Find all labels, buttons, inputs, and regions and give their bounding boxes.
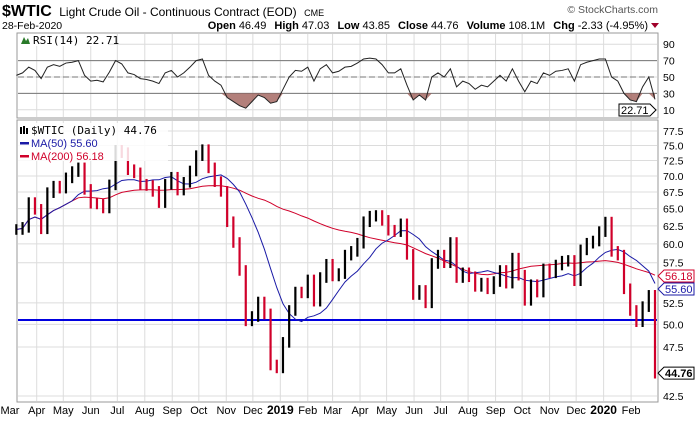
ma200-tag-box (657, 269, 695, 283)
ma50-legend: MA(50) 55.60 (31, 138, 98, 150)
x-tick-label: 2019 (267, 403, 294, 417)
x-tick-label: Apr (351, 405, 368, 417)
price-tick-label: 42.5 (663, 391, 684, 403)
x-tick-label: May (53, 405, 74, 417)
price-tick-label: 75.0 (663, 141, 684, 153)
x-tick-label: Sep (162, 405, 182, 417)
price-legend-bg (18, 123, 168, 161)
ma200-swatch (20, 155, 29, 158)
x-tick-label: Jun (82, 405, 100, 417)
x-tick-label: Sep (486, 405, 506, 417)
x-tick-label: Feb (622, 405, 641, 417)
chart-date: 28-Feb-2020 (2, 20, 62, 32)
ma200-line (16, 185, 656, 276)
down-arrow-icon (651, 23, 659, 28)
price-tick-label: 57.5 (663, 258, 684, 270)
ma200-legend: MA(200) 56.18 (31, 151, 104, 163)
chart-title: $WTIC Light Crude Oil - Continuous Contr… (2, 3, 324, 20)
bar-chart-icon (20, 126, 28, 134)
price-tick-label: 47.5 (663, 342, 684, 354)
gridlines (18, 34, 657, 401)
x-tick-label: Oct (514, 405, 531, 417)
ohlc-summary: Open 46.49 High 47.03 Low 43.85 Close 44.76 … (208, 20, 648, 32)
price-tick-label: 72.5 (663, 155, 684, 167)
rsi-tick-label: 30 (663, 88, 675, 100)
rsi-tag: 22.71 (621, 105, 649, 117)
x-tick-label: Mar (1, 405, 20, 417)
rsi-legend-bg (18, 34, 108, 46)
x-tick-label: Mar (323, 405, 342, 417)
rsi-tag-box (618, 103, 657, 117)
price-tick-label: 52.5 (663, 298, 684, 310)
x-tick-label: Feb (298, 405, 317, 417)
price-series (15, 144, 657, 379)
rsi-tick-label: 50 (663, 72, 675, 84)
ma200-tag: 56.18 (665, 271, 693, 283)
x-tick-label: May (376, 405, 397, 417)
x-tick-label: Aug (458, 405, 478, 417)
last-price-tag-box (657, 366, 695, 380)
rsi-line (16, 57, 656, 109)
rsi-oversold-fill (16, 93, 656, 109)
last-price-tag: 44.76 (665, 368, 693, 380)
price-tick-label: 60.0 (663, 239, 684, 251)
ma50-tag: 55.60 (665, 284, 693, 296)
rsi-icon (21, 37, 30, 44)
x-tick-label: Nov (540, 405, 560, 417)
price-tick-label: 50.0 (663, 319, 684, 331)
ma50-swatch (20, 142, 29, 145)
copyright: © StockCharts.com (567, 4, 658, 16)
rsi-series (16, 57, 657, 109)
x-tick-label: Jun (405, 405, 423, 417)
x-tick-label: Jul (434, 405, 448, 417)
rsi-tick-label: 10 (663, 105, 675, 117)
x-tick-label: 2020 (590, 403, 617, 417)
x-tick-label: Dec (243, 405, 263, 417)
price-legend: $WTIC (Daily) 44.76 (31, 124, 157, 137)
price-tick-label: 67.5 (663, 187, 684, 199)
rsi-legend: RSI(14) 22.71 (33, 34, 119, 47)
ma50-tag-box (657, 282, 695, 296)
x-tick-label: Oct (190, 405, 207, 417)
x-tick-label: Jul (110, 405, 124, 417)
x-tick-label: Dec (566, 405, 586, 417)
ma50-line (16, 174, 656, 323)
price-tick-label: 65.0 (663, 204, 684, 216)
x-tick-label: Aug (135, 405, 155, 417)
axes: Mar Apr May Jun Jul Aug Sep Oct Nov Dec 2019 Feb Mar… (1, 39, 695, 417)
price-panel (16, 119, 659, 403)
x-tick-label: Nov (216, 405, 236, 417)
rsi-tick-label: 70 (663, 56, 675, 68)
rsi-tick-label: 90 (663, 39, 675, 51)
x-tick-label: Apr (28, 405, 45, 417)
price-tick-label: 70.0 (663, 171, 684, 183)
price-tick-label: 77.5 (663, 126, 684, 138)
price-tick-label: 62.5 (663, 221, 684, 233)
